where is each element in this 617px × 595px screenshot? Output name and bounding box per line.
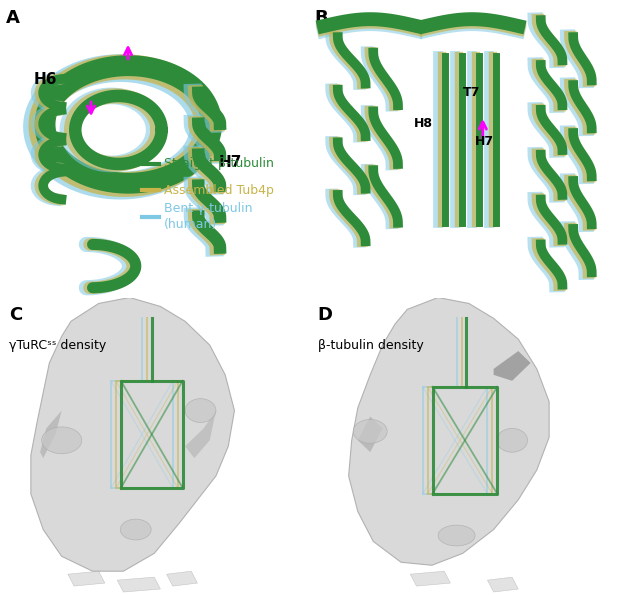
PathPatch shape (410, 571, 450, 586)
PathPatch shape (349, 298, 549, 565)
Ellipse shape (438, 525, 475, 546)
Text: Straight β-tubulin: Straight β-tubulin (164, 158, 273, 171)
PathPatch shape (185, 411, 216, 458)
Ellipse shape (42, 427, 81, 453)
Text: C: C (9, 306, 22, 324)
PathPatch shape (487, 577, 518, 592)
Text: H8: H8 (413, 117, 433, 130)
PathPatch shape (31, 298, 234, 571)
PathPatch shape (68, 571, 105, 586)
Text: Assembled Tub4p: Assembled Tub4p (164, 184, 273, 197)
PathPatch shape (117, 577, 160, 592)
Text: β-tubulin density: β-tubulin density (318, 339, 423, 352)
PathPatch shape (494, 351, 531, 381)
PathPatch shape (40, 411, 62, 458)
Text: T7: T7 (463, 86, 480, 99)
PathPatch shape (358, 416, 383, 452)
Text: B: B (315, 10, 328, 27)
Ellipse shape (497, 428, 528, 452)
Ellipse shape (185, 399, 216, 422)
Text: H7: H7 (219, 155, 242, 170)
Ellipse shape (120, 519, 151, 540)
Text: H6: H6 (34, 71, 57, 86)
Text: A: A (6, 10, 20, 27)
Text: γTuRCˢˢ density: γTuRCˢˢ density (9, 339, 107, 352)
Text: D: D (318, 306, 333, 324)
PathPatch shape (167, 571, 197, 586)
Text: Bent γ-tubulin
(human): Bent γ-tubulin (human) (164, 202, 252, 231)
Ellipse shape (353, 419, 387, 443)
Text: H7: H7 (475, 136, 494, 148)
